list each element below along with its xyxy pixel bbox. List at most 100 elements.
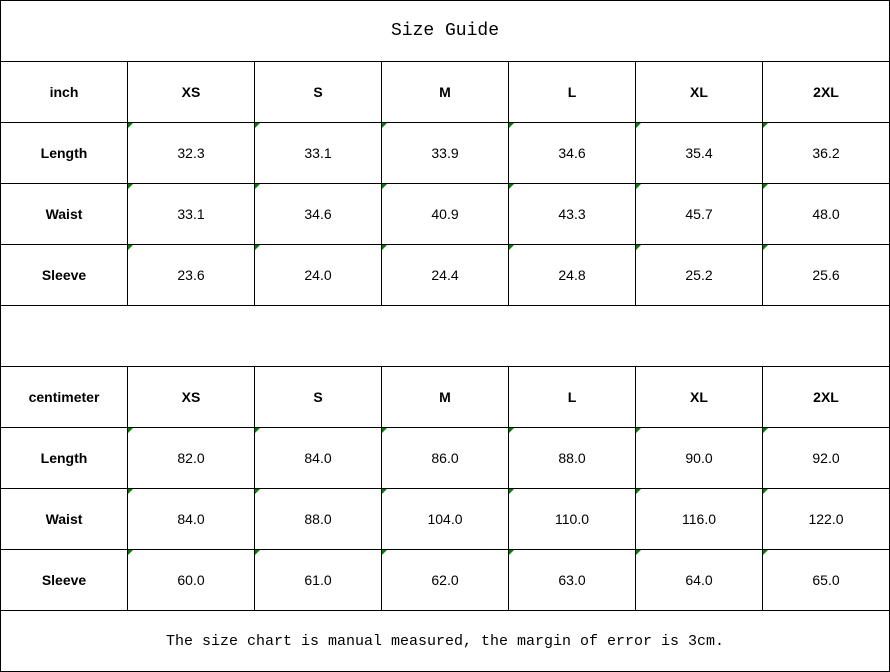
value-cell[interactable]: 110.0	[508, 488, 635, 549]
value-cell[interactable]: 23.6	[127, 244, 254, 305]
table-row-length: Length 32.3 33.1 33.9 34.6 35.4 36.2	[0, 122, 890, 183]
size-header-m-text: M	[439, 389, 451, 405]
value-cell[interactable]: 65.0	[762, 549, 890, 610]
value-cell[interactable]: 84.0	[254, 427, 381, 488]
value-cell[interactable]: 33.1	[254, 122, 381, 183]
cell-indicator-icon	[382, 489, 387, 494]
size-header-m-text: M	[439, 84, 451, 100]
value-cell[interactable]: 86.0	[381, 427, 508, 488]
size-header-xl-text: XL	[690, 84, 708, 100]
value-cell[interactable]: 122.0	[762, 488, 890, 549]
size-header-xs[interactable]: XS	[127, 366, 254, 427]
size-header-xl[interactable]: XL	[635, 366, 762, 427]
row-label[interactable]: Length	[0, 122, 127, 183]
cell-indicator-icon	[128, 550, 133, 555]
value-cell[interactable]: 88.0	[508, 427, 635, 488]
size-header-xs[interactable]: XS	[127, 61, 254, 122]
value-cell-text: 84.0	[177, 511, 205, 527]
cell-indicator-icon	[382, 245, 387, 250]
cell-indicator-icon	[255, 550, 260, 555]
cell-indicator-icon	[255, 184, 260, 189]
size-header-2xl[interactable]: 2XL	[762, 61, 890, 122]
empty-cell[interactable]	[0, 305, 890, 366]
row-label-text: Length	[40, 450, 88, 466]
size-header-m[interactable]: M	[381, 366, 508, 427]
value-cell[interactable]: 36.2	[762, 122, 890, 183]
cell-indicator-icon	[382, 184, 387, 189]
value-cell[interactable]: 48.0	[762, 183, 890, 244]
value-cell-text: 23.6	[177, 267, 205, 283]
value-cell[interactable]: 84.0	[127, 488, 254, 549]
value-cell[interactable]: 25.6	[762, 244, 890, 305]
value-cell[interactable]: 45.7	[635, 183, 762, 244]
row-label[interactable]: Length	[0, 427, 127, 488]
size-header-2xl[interactable]: 2XL	[762, 366, 890, 427]
size-header-l[interactable]: L	[508, 61, 635, 122]
cell-indicator-icon	[509, 489, 514, 494]
value-cell-text: 48.0	[812, 206, 840, 222]
value-cell-text: 61.0	[304, 572, 332, 588]
value-cell[interactable]: 88.0	[254, 488, 381, 549]
value-cell[interactable]: 33.1	[127, 183, 254, 244]
value-cell[interactable]: 34.6	[508, 122, 635, 183]
value-cell[interactable]: 32.3	[127, 122, 254, 183]
cell-indicator-icon	[763, 245, 768, 250]
unit-header[interactable]: centimeter	[0, 366, 127, 427]
cell-indicator-icon	[255, 123, 260, 128]
value-cell[interactable]: 43.3	[508, 183, 635, 244]
value-cell[interactable]: 34.6	[254, 183, 381, 244]
value-cell[interactable]: 24.8	[508, 244, 635, 305]
value-cell[interactable]: 24.4	[381, 244, 508, 305]
size-header-s[interactable]: S	[254, 61, 381, 122]
cell-indicator-icon	[255, 428, 260, 433]
cell-indicator-icon	[509, 428, 514, 433]
value-cell[interactable]: 104.0	[381, 488, 508, 549]
value-cell[interactable]: 64.0	[635, 549, 762, 610]
value-cell-text: 82.0	[177, 450, 205, 466]
row-label-text: Sleeve	[41, 572, 87, 588]
row-label[interactable]: Sleeve	[0, 244, 127, 305]
value-cell-text: 63.0	[558, 572, 586, 588]
unit-header[interactable]: inch	[0, 61, 127, 122]
size-header-s[interactable]: S	[254, 366, 381, 427]
cell-indicator-icon	[382, 428, 387, 433]
value-cell-text: 24.8	[558, 267, 586, 283]
size-header-xl[interactable]: XL	[635, 61, 762, 122]
value-cell[interactable]: 82.0	[127, 427, 254, 488]
value-cell[interactable]: 25.2	[635, 244, 762, 305]
cell-indicator-icon	[763, 550, 768, 555]
footer-note[interactable]: The size chart is manual measured, the m…	[0, 610, 890, 672]
page-title[interactable]: Size Guide	[0, 0, 890, 61]
value-cell-text: 65.0	[812, 572, 840, 588]
size-header-l[interactable]: L	[508, 366, 635, 427]
value-cell-text: 33.1	[177, 206, 205, 222]
value-cell[interactable]: 63.0	[508, 549, 635, 610]
value-cell[interactable]: 61.0	[254, 549, 381, 610]
value-cell[interactable]: 35.4	[635, 122, 762, 183]
cell-indicator-icon	[255, 245, 260, 250]
value-cell[interactable]: 60.0	[127, 549, 254, 610]
cell-indicator-icon	[763, 184, 768, 189]
table-row-length: Length 82.0 84.0 86.0 88.0 90.0 92.0	[0, 427, 890, 488]
cell-indicator-icon	[636, 489, 641, 494]
cell-indicator-icon	[128, 489, 133, 494]
value-cell[interactable]: 24.0	[254, 244, 381, 305]
cell-indicator-icon	[509, 245, 514, 250]
value-cell[interactable]: 33.9	[381, 122, 508, 183]
size-header-xs-text: XS	[181, 389, 201, 405]
value-cell[interactable]: 92.0	[762, 427, 890, 488]
row-label[interactable]: Sleeve	[0, 549, 127, 610]
cell-indicator-icon	[763, 489, 768, 494]
size-header-m[interactable]: M	[381, 61, 508, 122]
row-label[interactable]: Waist	[0, 488, 127, 549]
row-label[interactable]: Waist	[0, 183, 127, 244]
cell-indicator-icon	[636, 428, 641, 433]
value-cell[interactable]: 90.0	[635, 427, 762, 488]
cell-indicator-icon	[763, 428, 768, 433]
value-cell[interactable]: 116.0	[635, 488, 762, 549]
value-cell-text: 88.0	[304, 511, 332, 527]
value-cell[interactable]: 62.0	[381, 549, 508, 610]
cell-indicator-icon	[509, 123, 514, 128]
value-cell[interactable]: 40.9	[381, 183, 508, 244]
